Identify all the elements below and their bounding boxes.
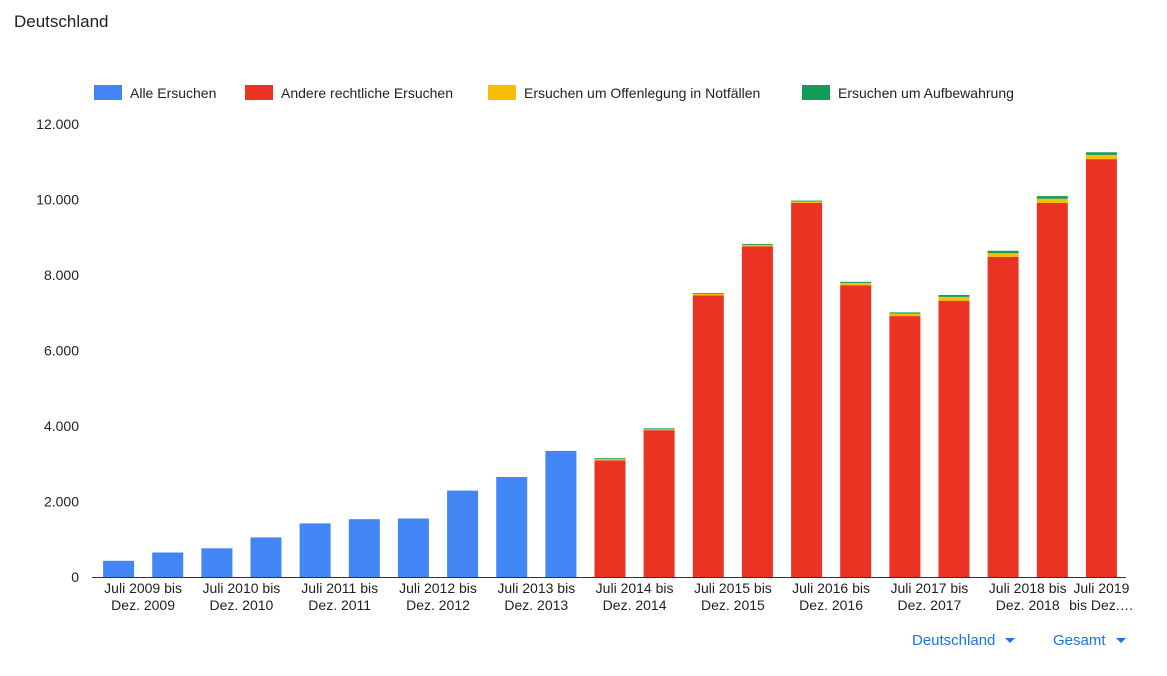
bar-segment[interactable] <box>840 281 872 283</box>
bar-segment[interactable] <box>103 560 135 577</box>
x-tick-label: Dez. 2012 <box>406 597 470 613</box>
bar-segment[interactable] <box>496 477 528 577</box>
x-tick-label: Juli 2011 bis <box>301 580 378 596</box>
y-tick-label: 12.000 <box>36 116 79 132</box>
bar-series <box>103 152 1117 578</box>
legend-swatch <box>94 85 122 100</box>
region-dropdown-label: Deutschland <box>912 632 996 649</box>
x-tick-label: Juli 2016 bis <box>792 580 870 596</box>
bar-segment[interactable] <box>791 202 823 577</box>
bar-segment[interactable] <box>152 552 184 578</box>
bar-segment[interactable] <box>938 300 970 577</box>
chevron-down-icon <box>1005 638 1016 643</box>
x-tick-label: Juli 2009 bis <box>104 580 182 596</box>
bar-segment[interactable] <box>938 296 970 301</box>
bar-segment[interactable] <box>1085 152 1117 155</box>
bar-segment[interactable] <box>889 316 921 577</box>
legend-item: Ersuchen um Aufbewahrung <box>802 85 1014 101</box>
legend-label: Andere rechtliche Ersuchen <box>281 85 453 101</box>
chart-legend: Alle Ersuchen Andere rechtliche Ersuchen E… <box>94 85 1014 101</box>
bar-segment[interactable] <box>594 460 626 577</box>
legend-swatch <box>245 85 273 100</box>
x-tick-label: Juli 2017 bis <box>890 580 968 596</box>
bar-segment[interactable] <box>1085 159 1117 577</box>
y-tick-label: 8.000 <box>44 267 79 283</box>
bar-segment[interactable] <box>692 293 724 296</box>
bar-segment[interactable] <box>692 293 724 294</box>
x-tick-label: Dez. 2017 <box>897 597 961 613</box>
x-tick-label: Juli 2019 <box>1073 580 1129 596</box>
bar-segment[interactable] <box>1036 196 1068 199</box>
x-tick-label: bis Dez.… <box>1069 597 1134 613</box>
y-tick-label: 0 <box>71 569 79 585</box>
bar-segment[interactable] <box>447 490 479 577</box>
bar-segment[interactable] <box>987 253 1019 257</box>
scope-dropdown[interactable]: Gesamt <box>1053 632 1126 649</box>
legend-item: Andere rechtliche Ersuchen <box>245 85 453 101</box>
bar-segment[interactable] <box>987 250 1019 254</box>
bar-segment[interactable] <box>987 256 1019 577</box>
legend-label: Alle Ersuchen <box>130 85 216 101</box>
bar-segment[interactable] <box>791 201 823 203</box>
x-tick-label: Juli 2012 bis <box>399 580 477 596</box>
x-tick-label: Juli 2010 bis <box>202 580 280 596</box>
bar-segment[interactable] <box>643 430 675 577</box>
bar-segment[interactable] <box>250 537 282 577</box>
bar-segment[interactable] <box>741 244 773 247</box>
x-tick-label: Dez. 2018 <box>996 597 1060 613</box>
bar-segment[interactable] <box>643 428 675 431</box>
y-axis: 0 2.000 4.000 6.000 8.000 10.000 12.000 <box>36 116 79 585</box>
bar-segment[interactable] <box>692 295 724 577</box>
legend-label: Ersuchen um Offenlegung in Notfällen <box>524 85 760 101</box>
bar-segment[interactable] <box>594 458 626 461</box>
bar-segment[interactable] <box>643 428 675 430</box>
bar-segment[interactable] <box>741 246 773 578</box>
y-tick-label: 10.000 <box>36 192 79 208</box>
bar-segment[interactable] <box>1036 198 1068 203</box>
bar-segment[interactable] <box>889 312 921 314</box>
bar-segment[interactable] <box>741 244 773 245</box>
x-tick-label: Dez. 2010 <box>209 597 273 613</box>
bar-segment[interactable] <box>348 519 380 577</box>
y-tick-label: 6.000 <box>44 343 79 359</box>
x-tick-label: Juli 2018 bis <box>989 580 1067 596</box>
bar-segment[interactable] <box>840 285 872 577</box>
bar-segment[interactable] <box>840 282 872 286</box>
chevron-down-icon <box>1115 638 1126 643</box>
legend-swatch <box>488 85 516 100</box>
legend-item: Ersuchen um Offenlegung in Notfällen <box>488 85 760 101</box>
x-tick-label: Dez. 2014 <box>603 597 667 613</box>
y-tick-label: 4.000 <box>44 418 79 434</box>
bar-segment[interactable] <box>594 458 626 459</box>
x-tick-label: Dez. 2015 <box>701 597 765 613</box>
bar-segment[interactable] <box>397 518 429 578</box>
x-tick-label: Juli 2013 bis <box>497 580 575 596</box>
page-title: Deutschland <box>14 12 109 31</box>
bar-segment[interactable] <box>889 313 921 317</box>
bar-segment[interactable] <box>1085 155 1117 160</box>
region-dropdown[interactable]: Deutschland <box>912 632 1016 649</box>
bar-segment[interactable] <box>545 450 577 577</box>
bar-segment[interactable] <box>938 295 970 297</box>
x-tick-label: Dez. 2009 <box>111 597 175 613</box>
bar-segment[interactable] <box>791 200 823 202</box>
bar-segment[interactable] <box>299 523 331 577</box>
bar-segment[interactable] <box>201 548 233 577</box>
x-tick-label: Dez. 2011 <box>308 597 371 613</box>
legend-swatch <box>802 85 830 100</box>
x-tick-label: Dez. 2016 <box>799 597 863 613</box>
x-tick-label: Juli 2015 bis <box>694 580 772 596</box>
x-tick-label: Juli 2014 bis <box>596 580 674 596</box>
legend-label: Ersuchen um Aufbewahrung <box>838 85 1014 101</box>
x-tick-label: Dez. 2013 <box>504 597 568 613</box>
y-tick-label: 2.000 <box>44 494 79 510</box>
scope-dropdown-label: Gesamt <box>1053 632 1106 649</box>
bar-segment[interactable] <box>1036 202 1068 577</box>
legend-item: Alle Ersuchen <box>94 85 216 101</box>
